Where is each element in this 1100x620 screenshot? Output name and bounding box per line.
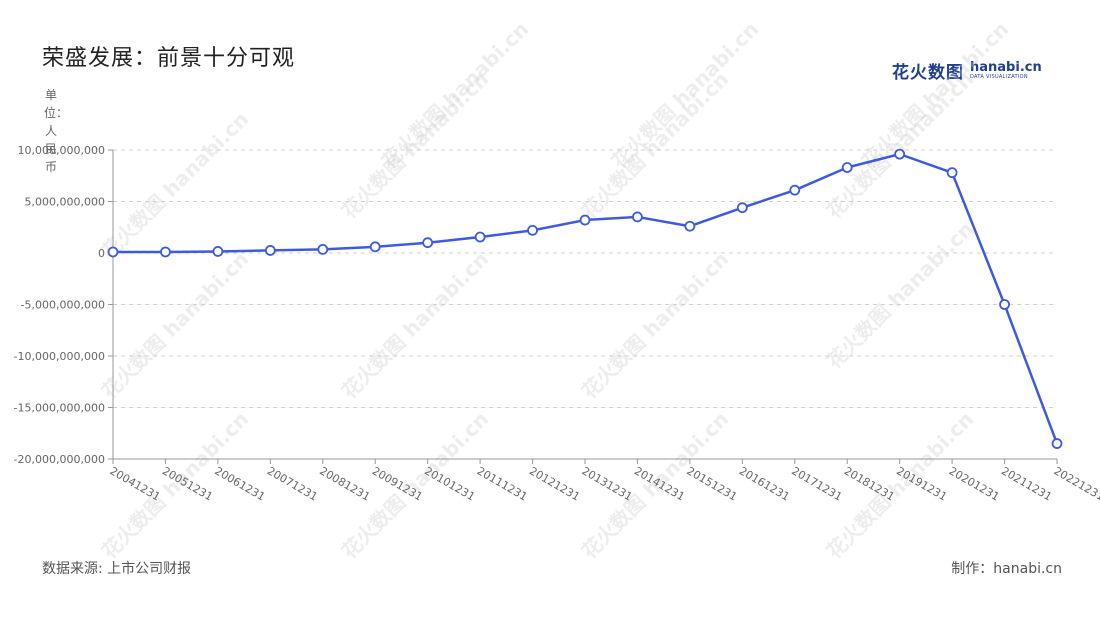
- watermark-text: 花火数图 hanabi.cn: [337, 247, 493, 403]
- credit-note: 制作：hanabi.cn: [951, 561, 1062, 577]
- x-tick-label: 20071231: [265, 464, 320, 503]
- series-layer: [107, 148, 1063, 449]
- watermark-text: 花火数图 hanabi.cn: [97, 107, 253, 263]
- data-point: [317, 243, 329, 255]
- chart-title: 荣盛发展：前景十分可观: [42, 46, 296, 71]
- x-tick-label: 20041231: [108, 464, 163, 503]
- watermark-text: 花火数图 hanabi.cn: [822, 407, 978, 563]
- x-tick-label: 20121231: [527, 464, 582, 503]
- logo-name-cn: 花火数图: [892, 63, 964, 83]
- data-point: [684, 220, 696, 232]
- x-tick-label: 20151231: [684, 464, 739, 503]
- data-point: [632, 211, 643, 223]
- watermark-text: 花火数图 hanabi.cn: [377, 17, 533, 173]
- watermark-text: 花火数图 hanabi.cn: [97, 247, 253, 403]
- x-axis: 2004123120051231200612312007123120081231…: [108, 458, 1100, 504]
- y-tick-label: 5,000,000,000: [25, 196, 105, 209]
- logo-name-en-block: hanabi.cn DATA VISUALIZATION: [970, 61, 1042, 80]
- data-point: [894, 148, 906, 160]
- x-tick-label: 20061231: [212, 464, 267, 503]
- x-tick-label: 20161231: [737, 464, 792, 503]
- watermark-text: 花火数图 hanabi.cn: [577, 247, 733, 403]
- data-point: [527, 224, 538, 236]
- logo-tagline: DATA VISUALIZATION: [970, 74, 1028, 80]
- data-source-note: 数据来源: 上市公司财报: [42, 561, 192, 577]
- data-point: [736, 202, 748, 214]
- data-point: [579, 214, 591, 226]
- data-point: [422, 237, 434, 249]
- data-point: [264, 245, 276, 256]
- data-point: [474, 231, 486, 243]
- watermark-text: 花火数图 hanabi.cn: [822, 217, 978, 373]
- watermark-text: 花火数图 hanabi.cn: [857, 17, 1013, 173]
- y-tick-label: -15,000,000,000: [14, 402, 105, 415]
- data-point: [107, 246, 119, 258]
- x-tick-label: 20211231: [999, 464, 1054, 503]
- data-point: [160, 246, 171, 258]
- watermark-text: 花火数图 hanabi.cn: [577, 67, 733, 223]
- y-axis: 10,000,000,000 5,000,000,000 0 -5,000,000,0…: [14, 144, 114, 466]
- x-tick-label: 20201231: [947, 464, 1002, 503]
- data-point: [946, 167, 958, 179]
- data-point: [369, 241, 381, 253]
- x-tick-label: 20221231: [1052, 464, 1100, 503]
- data-point: [999, 299, 1010, 310]
- y-tick-label: 10,000,000,000: [18, 144, 105, 157]
- x-tick-label: 20111231: [475, 464, 530, 503]
- data-point: [212, 246, 224, 257]
- y-tick-label: -10,000,000,000: [14, 350, 105, 363]
- data-point: [1051, 438, 1063, 449]
- data-point: [841, 162, 853, 173]
- data-point: [789, 184, 801, 196]
- x-tick-label: 20081231: [317, 464, 372, 503]
- x-tick-label: 20131231: [580, 464, 635, 503]
- y-tick-label: -20,000,000,000: [14, 453, 105, 466]
- y-tick-label: -5,000,000,000: [21, 299, 105, 312]
- logo-name-en: hanabi.cn: [970, 60, 1042, 75]
- hanabi-logo: 花火数图 hanabi.cn DATA VISUALIZATION: [892, 58, 1042, 83]
- y-tick-label: 0: [98, 247, 105, 260]
- x-tick-label: 20171231: [789, 464, 844, 503]
